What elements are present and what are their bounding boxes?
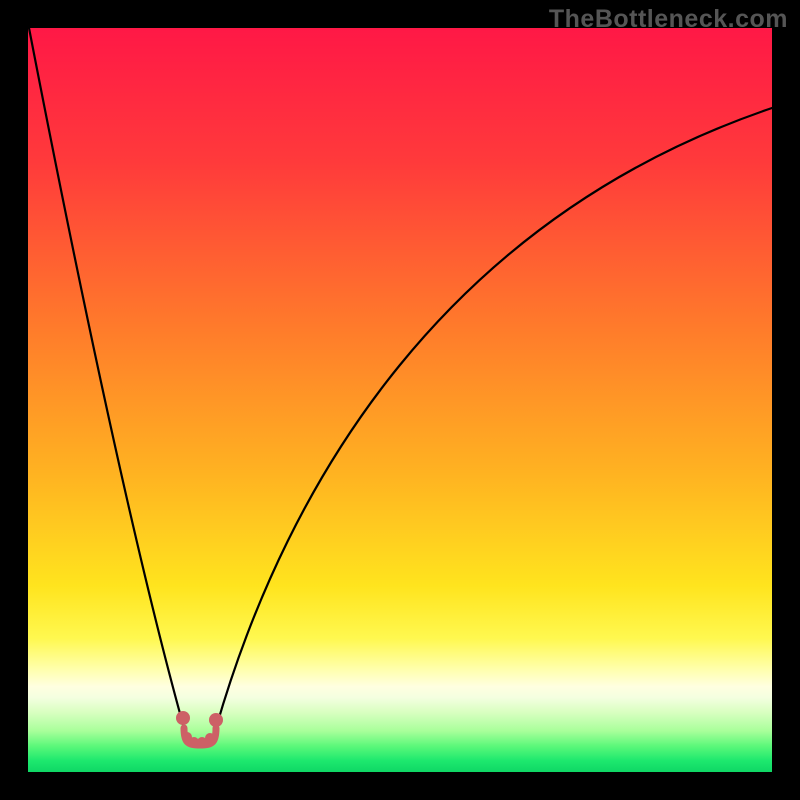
curve-marker [205, 733, 215, 743]
curve-marker [176, 711, 190, 725]
watermark-text: TheBottleneck.com [549, 5, 788, 34]
bottleneck-curve [28, 28, 772, 772]
curve-marker [209, 713, 223, 727]
plot-area [28, 28, 772, 772]
